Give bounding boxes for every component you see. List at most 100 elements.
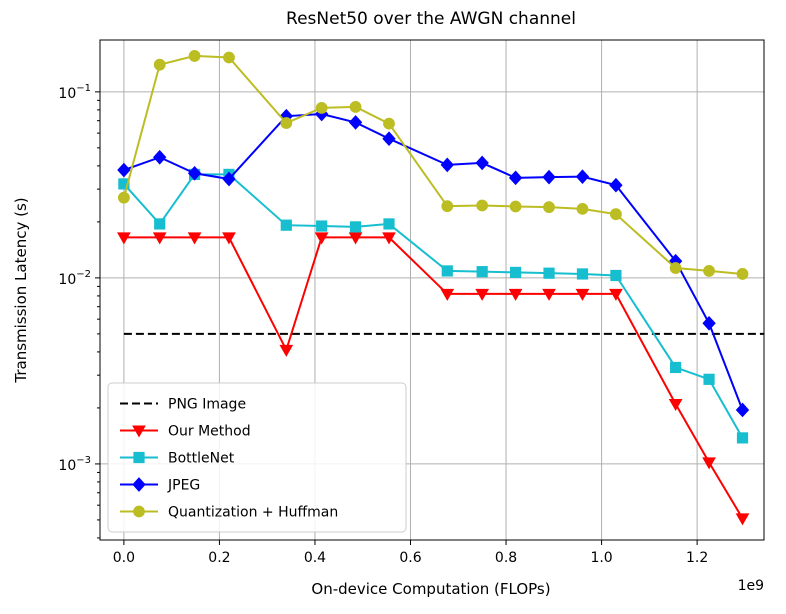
ticks: 0.0 0.2 0.4 0.6 0.8 1.0 1.2 10−3 10−2 10−1 [58, 83, 708, 566]
data-point-marker [132, 425, 146, 438]
x-tick-label: 0.8 [495, 550, 517, 566]
y-tick-label: 10−3 [58, 455, 91, 474]
x-tick-label: 0.4 [304, 550, 326, 566]
series-line [122, 54, 743, 275]
data-point-marker [152, 232, 167, 245]
data-point-marker [188, 50, 201, 62]
data-point-marker [223, 51, 235, 64]
data-point-marker [222, 171, 236, 187]
legend-item: Quantization + Huffman [120, 505, 338, 521]
legend-item: Our Method [120, 424, 251, 440]
data-point-marker [441, 265, 453, 277]
data-point-marker [154, 218, 166, 230]
data-point-marker [509, 200, 522, 213]
legend-label: JPEG [167, 478, 200, 494]
data-point-marker [575, 288, 590, 301]
data-point-marker [314, 232, 329, 245]
series-layer [117, 50, 764, 526]
data-point-marker [703, 373, 715, 385]
data-point-marker [117, 162, 131, 178]
chart-title: ResNet50 over the AWGN channel [286, 9, 576, 29]
data-point-marker [348, 115, 363, 130]
data-point-marker [440, 157, 454, 173]
data-point-marker [668, 398, 683, 411]
data-point-marker [118, 178, 130, 190]
data-point-marker [542, 288, 556, 301]
data-point-marker [610, 269, 622, 282]
data-point-marker [609, 177, 623, 193]
data-point-marker [542, 169, 556, 185]
data-point-marker [383, 218, 395, 230]
data-point-marker [349, 101, 362, 113]
series-quantization-huffman [117, 50, 749, 280]
series-bottlenet [118, 168, 749, 444]
data-point-marker [476, 199, 489, 212]
data-point-marker [576, 202, 589, 215]
data-point-marker [610, 208, 622, 221]
series-line [123, 113, 744, 411]
data-point-marker [133, 451, 145, 464]
y-axis-label: Transmission Latency (s) [12, 197, 30, 383]
legend-item: BottleNet [120, 451, 235, 467]
data-point-marker [315, 101, 328, 114]
data-point-marker [475, 288, 490, 301]
data-point-marker [187, 165, 202, 181]
data-point-marker [735, 513, 750, 526]
data-point-marker [508, 288, 523, 301]
x-tick-label: 1.2 [686, 550, 708, 566]
data-point-marker [475, 155, 489, 171]
data-point-marker [440, 288, 455, 301]
data-point-marker [543, 201, 555, 214]
x-scale-multiplier: 1e9 [738, 578, 764, 594]
data-point-marker [609, 288, 623, 301]
data-point-marker [382, 131, 396, 147]
legend-box [107, 382, 407, 533]
data-point-marker [509, 266, 522, 279]
data-point-marker [736, 268, 749, 280]
legend-item: PNG Image [120, 397, 246, 413]
data-point-marker [348, 232, 363, 245]
x-tick-label: 0.6 [399, 550, 421, 566]
data-point-marker [735, 402, 750, 418]
legend-label: BottleNet [168, 451, 235, 467]
data-point-marker [382, 232, 396, 245]
data-point-marker [508, 170, 523, 186]
data-point-marker [349, 221, 362, 233]
data-point-marker [133, 505, 145, 518]
data-point-marker [670, 361, 682, 374]
data-point-marker [316, 220, 328, 232]
x-tick-label: 0.0 [113, 550, 135, 566]
data-point-marker [279, 344, 294, 357]
y-tick-label: 10−2 [58, 269, 91, 288]
data-point-marker [153, 58, 166, 71]
series-our-method [117, 232, 750, 526]
x-tick-label: 0.2 [208, 550, 230, 566]
data-point-marker [702, 457, 716, 470]
data-point-marker [383, 117, 395, 130]
data-point-marker [117, 191, 130, 204]
legend: PNG Image Our Method BottleNet JPEG Quantiza… [107, 382, 407, 533]
data-point-marker [575, 169, 590, 185]
data-point-marker [576, 268, 589, 280]
data-point-marker [736, 432, 749, 444]
data-point-marker [441, 200, 454, 213]
plot-frame [99, 39, 765, 541]
series-jpeg [117, 106, 750, 418]
data-point-marker [702, 315, 716, 331]
data-point-marker [280, 117, 293, 129]
legend-label: PNG Image [168, 397, 246, 413]
data-point-marker [669, 262, 682, 274]
data-point-marker [117, 232, 131, 245]
legend-label: Quantization + Huffman [168, 505, 338, 521]
data-point-marker [476, 266, 488, 278]
data-point-marker [280, 219, 292, 231]
data-point-marker [543, 267, 555, 279]
x-axis-label: On-device Computation (FLOPs) [311, 580, 550, 598]
legend-label: Our Method [168, 424, 251, 440]
data-point-marker [153, 149, 167, 165]
data-point-marker [132, 477, 146, 492]
x-tick-label: 1.0 [590, 550, 612, 566]
data-point-marker [703, 265, 715, 277]
